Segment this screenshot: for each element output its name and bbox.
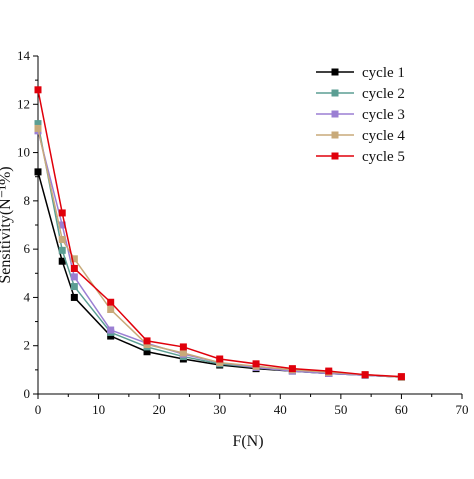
legend: cycle 1 cycle 2 cycle 3 cycle 4 cycle 5 (316, 65, 405, 165)
data-point (70, 273, 78, 281)
x-tick-label: 0 (35, 402, 42, 417)
data-point (34, 168, 42, 176)
y-axis-title: Sensitivity(N⁻¹%) (0, 166, 14, 283)
data-point (361, 371, 369, 379)
data-point (143, 341, 151, 349)
data-point (325, 367, 333, 375)
data-point (216, 359, 224, 367)
y-tick-label: 8 (24, 193, 31, 208)
y-tick-label: 6 (24, 241, 31, 256)
data-point (70, 255, 78, 263)
legend-item: cycle 2 (316, 86, 405, 102)
data-point (70, 264, 78, 272)
x-axis-title: F(N) (232, 433, 263, 450)
legend-swatch-marker (331, 89, 339, 97)
data-point (107, 332, 115, 340)
legend-swatch-marker (331, 68, 339, 76)
data-point (34, 120, 42, 128)
series-4 (34, 124, 405, 381)
series-line (37, 130, 402, 378)
y-tick-label: 10 (17, 145, 30, 160)
series-line (37, 171, 402, 378)
data-point (58, 221, 66, 229)
data-point (143, 337, 151, 345)
data-point (397, 373, 405, 381)
legend-item: cycle 1 (316, 65, 405, 81)
data-point (58, 235, 66, 243)
legend-item: cycle 3 (316, 107, 405, 123)
data-point (107, 326, 115, 334)
series-layer (34, 86, 405, 381)
x-tick-label: 60 (395, 402, 408, 417)
data-point (288, 365, 296, 373)
series-line (37, 128, 402, 378)
data-point (58, 246, 66, 254)
x-tick-label: 70 (456, 402, 469, 417)
data-point (34, 86, 42, 94)
y-tick-label: 14 (17, 48, 31, 63)
y-tick-label: 2 (24, 338, 31, 353)
data-point (216, 355, 224, 363)
series-line (37, 89, 402, 378)
data-point (58, 209, 66, 217)
legend-label: cycle 3 (362, 107, 405, 123)
data-point (107, 298, 115, 306)
x-tick-label: 30 (213, 402, 226, 417)
x-tick-label: 10 (92, 402, 105, 417)
y-tick-label: 4 (24, 289, 31, 304)
legend-label: cycle 4 (362, 128, 405, 144)
data-point (58, 257, 66, 265)
y-tick-label: 12 (17, 96, 30, 111)
series-3 (34, 127, 405, 381)
data-point (107, 306, 115, 313)
series-2 (34, 120, 405, 381)
series-1 (34, 168, 405, 381)
series-line (37, 123, 402, 378)
legend-item: cycle 4 (316, 128, 405, 144)
axes: 0 10 20 30 40 50 60 70 0 2 4 6 8 10 12 14 (17, 48, 469, 417)
data-point (34, 124, 42, 132)
series-5 (34, 86, 405, 381)
data-point (70, 293, 78, 301)
data-point (143, 348, 151, 356)
legend-label: cycle 5 (362, 149, 405, 165)
legend-label: cycle 1 (362, 65, 405, 81)
data-point (179, 349, 187, 357)
x-tick-label: 20 (153, 402, 166, 417)
data-point (252, 360, 260, 368)
y-tick-label: 0 (24, 386, 31, 401)
legend-swatch-marker (331, 110, 339, 118)
x-tick-label: 40 (274, 402, 287, 417)
data-point (70, 283, 78, 291)
legend-item: cycle 5 (316, 149, 405, 165)
legend-swatch-marker (331, 131, 339, 139)
legend-swatch-marker (331, 152, 339, 160)
x-tick-label: 50 (334, 402, 347, 417)
legend-label: cycle 2 (362, 86, 405, 102)
data-point (179, 343, 187, 351)
